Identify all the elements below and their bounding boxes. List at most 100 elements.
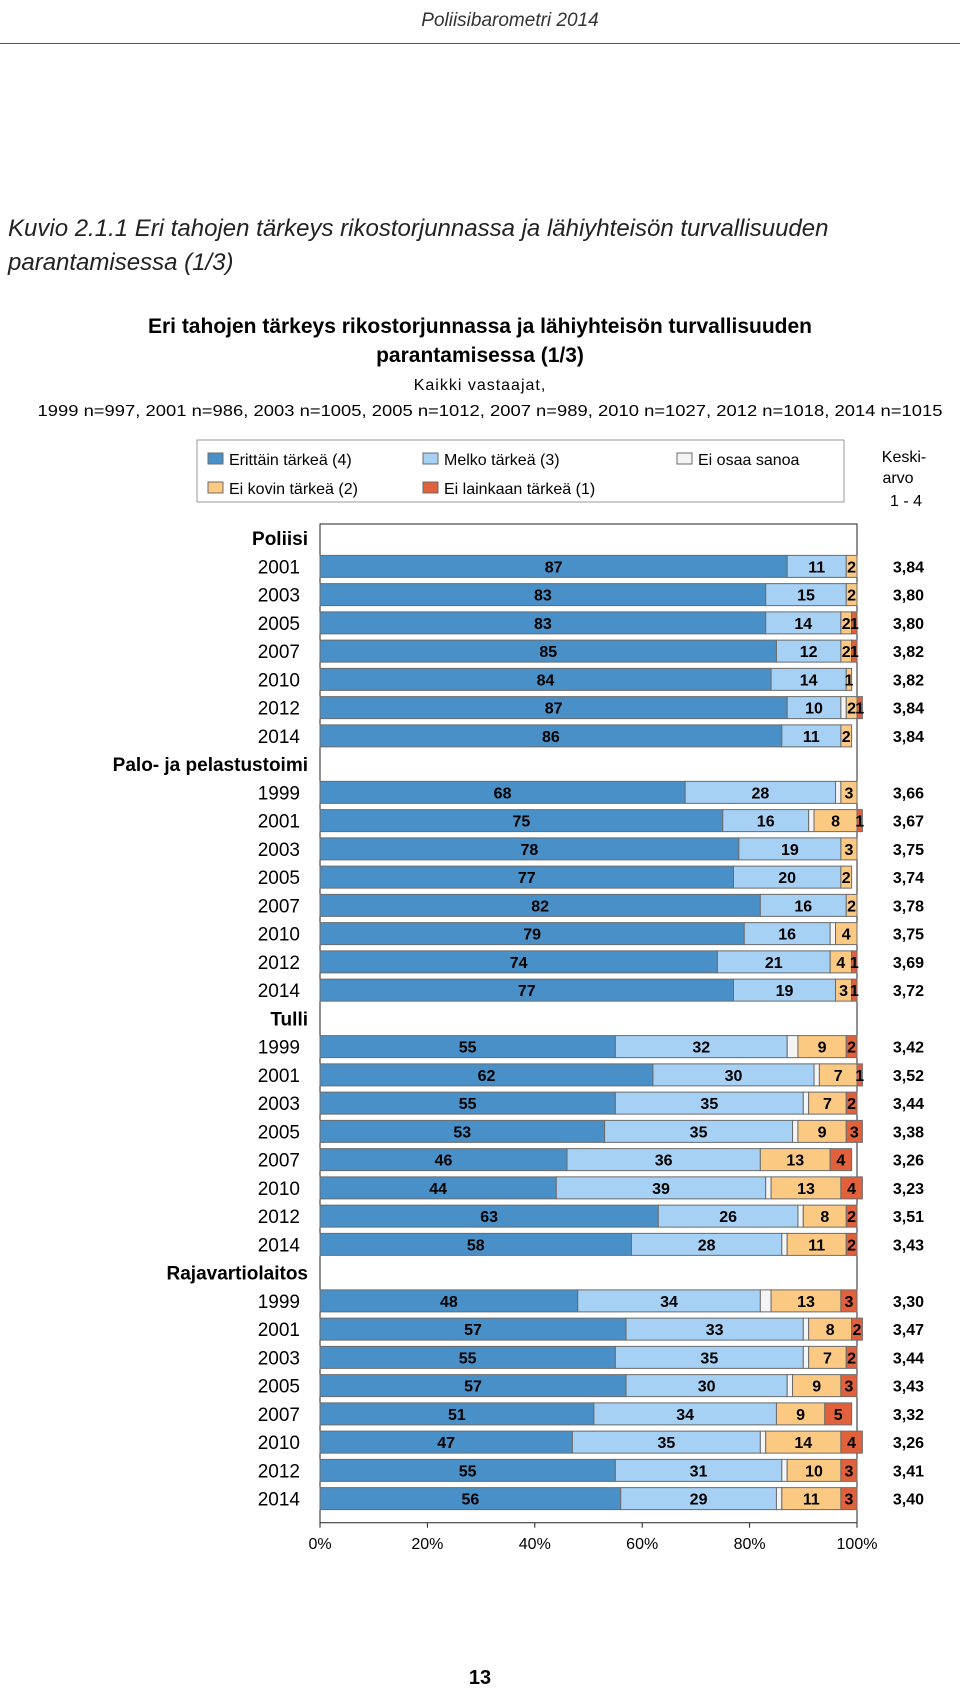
bar-value-label: 87 [545, 701, 563, 718]
bar-value-label: 3 [844, 842, 853, 859]
bar-value-label: 53 [453, 1124, 471, 1141]
bar-value-label: 83 [534, 616, 552, 633]
bar-segment-not-at-all [829, 1148, 853, 1172]
bar-segment-not-very-important [845, 554, 858, 578]
bar-row: 57 30 9 3 [319, 1374, 858, 1398]
bar-value-label: 1 [855, 701, 864, 718]
bar-value-label: 2 [847, 588, 856, 605]
year-label: 2014 [258, 981, 301, 1002]
bar-segment-not-at-all [840, 1458, 858, 1482]
year-label: 2005 [258, 614, 300, 635]
bar-value-label: 12 [800, 644, 818, 661]
mean-value: 3,44 [893, 1350, 924, 1367]
bar-value-label: 77 [518, 870, 536, 887]
bar-value-label: 2 [842, 644, 851, 661]
bar-row: 87 10 2 1 [319, 696, 864, 720]
bar-row: 46 36 13 4 [319, 1148, 853, 1172]
bar-value-label: 9 [812, 1379, 821, 1396]
bar-value-label: 8 [820, 1209, 829, 1226]
bar-segment-dont-know [835, 780, 842, 804]
bar-value-label: 84 [537, 672, 555, 689]
bar-segment-dont-know [802, 1317, 810, 1341]
bar-value-label: 36 [655, 1153, 673, 1170]
bar-segment-dont-know [775, 1487, 783, 1511]
bar-value-label: 11 [808, 559, 825, 576]
bar-value-label: 7 [823, 1350, 832, 1367]
bar-value-label: 34 [676, 1407, 694, 1424]
bar-segment-not-at-all [840, 1430, 863, 1454]
mean-value: 3,51 [893, 1209, 924, 1226]
bar-value-label: 7 [834, 1068, 843, 1085]
bar-value-label: 11 [808, 1237, 825, 1254]
mean-value: 3,80 [893, 616, 924, 633]
bar-segment-not-at-all [856, 696, 863, 720]
bar-segment-dont-know [786, 1035, 799, 1059]
bar-value-label: 15 [797, 588, 815, 605]
mean-value: 3,67 [893, 814, 924, 831]
x-tick-label: 60% [626, 1536, 658, 1553]
bar-segment-not-very-important [845, 667, 853, 691]
bar-segment-dont-know [792, 1119, 799, 1143]
bar-value-label: 3 [844, 1294, 853, 1311]
bar-value-label: 9 [818, 1124, 827, 1141]
legend-swatch [207, 452, 224, 465]
bar-value-label: 35 [700, 1350, 718, 1367]
bar-value-label: 75 [512, 814, 530, 831]
bar-value-label: 4 [847, 1181, 856, 1198]
bar-segment-not-at-all [840, 1374, 858, 1398]
mean-value: 3,82 [893, 672, 924, 689]
bar-segment-not-at-all [851, 639, 858, 663]
bar-value-label: 8 [831, 814, 840, 831]
legend-label: Ei lainkaan tärkeä (1) [444, 481, 595, 498]
bar-row: 63 26 8 2 [319, 1204, 858, 1228]
chart-subtitle-line1: Kaikki vastaajat, [414, 377, 547, 394]
bar-value-label: 74 [510, 955, 528, 972]
legend-swatch [207, 481, 224, 494]
mean-value: 3,84 [893, 729, 924, 746]
year-label: 2001 [258, 1066, 300, 1087]
bar-value-label: 10 [805, 701, 823, 718]
bar-value-label: 63 [480, 1209, 498, 1226]
bar-value-label: 2 [847, 1096, 856, 1113]
bar-value-label: 4 [836, 1153, 845, 1170]
mean-value: 3,69 [893, 955, 924, 972]
figure-caption: Kuvio 2.1.1 Eri tahojen tärkeys rikostor… [8, 215, 829, 276]
bar-value-label: 16 [778, 927, 796, 944]
bar-segment-not-at-all [824, 1402, 853, 1426]
bar-value-label: 20 [778, 870, 796, 887]
year-label: 2014 [258, 727, 301, 748]
bar-value-label: 3 [850, 1124, 859, 1141]
bar-value-label: 1 [850, 983, 859, 1000]
year-label: 2007 [258, 896, 300, 917]
mean-value: 3,80 [893, 588, 924, 605]
bar-value-label: 55 [459, 1350, 477, 1367]
year-label: 2003 [258, 1094, 300, 1115]
legend-label: Ei kovin tärkeä (2) [229, 481, 358, 498]
mean-value: 3,26 [893, 1435, 924, 1452]
mean-value: 3,42 [893, 1040, 924, 1057]
bar-value-label: 21 [765, 955, 783, 972]
bar-row: 84 14 1 [319, 667, 853, 691]
bar-value-label: 13 [797, 1181, 815, 1198]
chart-title-line2: parantamisessa (1/3) [376, 344, 584, 367]
bar-value-label: 77 [518, 983, 536, 1000]
bar-value-label: 85 [539, 644, 557, 661]
x-tick-label: 40% [519, 1536, 551, 1553]
bar-row: 77 19 3 1 [319, 978, 859, 1002]
mean-value: 3,44 [893, 1096, 924, 1113]
bar-value-label: 2 [847, 701, 856, 718]
bar-value-label: 79 [523, 927, 541, 944]
bar-row: 87 11 2 [319, 554, 858, 578]
bar-value-label: 2 [842, 616, 851, 633]
bar-row: 51 34 9 5 [319, 1402, 853, 1426]
bar-segment-not-at-all [856, 1063, 863, 1087]
legend-swatch [422, 481, 439, 494]
year-label: 2005 [258, 868, 300, 889]
bar-row: 58 28 11 2 [319, 1232, 858, 1256]
bar-segment-not-very-important [835, 922, 858, 946]
year-label: 2010 [258, 925, 300, 946]
bar-value-label: 2 [847, 1209, 856, 1226]
mean-value: 3,38 [893, 1124, 924, 1141]
bar-value-label: 5 [834, 1407, 843, 1424]
bar-value-label: 31 [690, 1463, 708, 1480]
